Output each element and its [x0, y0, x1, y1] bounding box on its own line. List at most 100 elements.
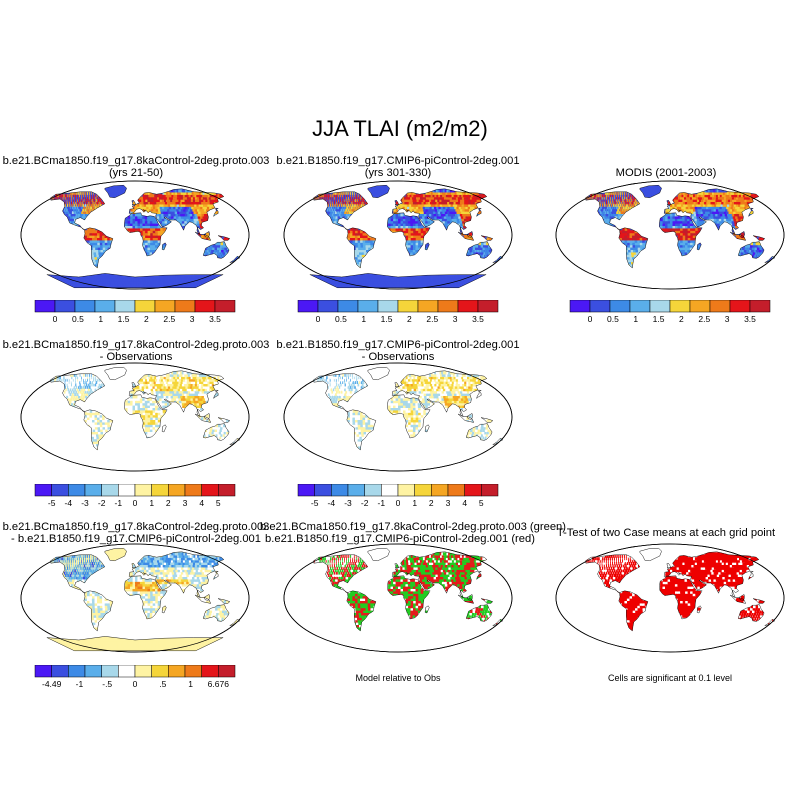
colorbar-swatch: [34, 665, 52, 678]
colorbar-swatch: [194, 300, 216, 313]
colorbar-tick-label: 1: [412, 498, 417, 508]
colorbar-tick-label: 0.5: [72, 314, 84, 324]
colorbar-tick-label: -4: [328, 498, 336, 508]
panel-title-case2: b.e21.B1850.f19_g17.CMIP6-piControl-2deg…: [276, 155, 520, 179]
colorbar-tick-label: -1: [115, 498, 123, 508]
colorbar-tick-label: 3: [183, 498, 188, 508]
colorbar-swatch: [101, 665, 119, 678]
colorbar-tick-label: 3: [725, 314, 730, 324]
colorbar-tick-label: 1: [149, 498, 154, 508]
colorbar-tick-label: 2: [166, 498, 171, 508]
colorbar-swatch: [154, 300, 176, 313]
colorbar-swatch: [94, 300, 116, 313]
colorbar-case1-minus-case2: -4.49 -1 -.5 0 .5 1 6.676: [34, 665, 236, 689]
colorbar-swatch: [337, 300, 359, 313]
map-case1-minus-obs: [20, 362, 250, 472]
colorbar-obs: 0 0.5 1 1.5 2 2.5 3 3.5: [569, 300, 771, 324]
colorbar-swatch: [689, 300, 711, 313]
colorbar-tick-label: 1.5: [118, 314, 130, 324]
colorbar-swatch: [417, 300, 439, 313]
colorbar-swatch: [118, 665, 136, 678]
colorbar-case2: 0 0.5 1 1.5 2 2.5 3 3.5: [297, 300, 499, 324]
colorbar-tick-label: 0.5: [607, 314, 619, 324]
colorbar-tick-label: 1.5: [381, 314, 393, 324]
colorbar-tick-label: 0.5: [335, 314, 347, 324]
colorbar-swatch: [709, 300, 731, 313]
figure-title: JJA TLAI (m2/m2): [312, 116, 488, 141]
colorbar-swatch: [84, 484, 102, 497]
colorbar-case1-minus-obs: -5 -4 -3 -2 -1 0 1 2 3 4 5: [34, 484, 236, 508]
colorbar-tick-label: -3: [344, 498, 352, 508]
colorbar-swatch: [589, 300, 611, 313]
colorbar-tick-label: 3: [446, 498, 451, 508]
colorbar-tick-label: -2: [98, 498, 106, 508]
colorbar-tick-label: -5: [311, 498, 319, 508]
colorbar-swatch: [317, 300, 339, 313]
colorbar-case2-minus-obs: -5 -4 -3 -2 -1 0 1 2 3 4 5: [297, 484, 499, 508]
colorbar-swatch: [218, 665, 236, 678]
colorbar-tick-label: 1: [633, 314, 638, 324]
colorbar-tick-label: 3: [190, 314, 195, 324]
colorbar-swatch: [397, 300, 419, 313]
map-case1: [20, 180, 250, 290]
panel-title-case1-minus-obs: b.e21.BCma1850.f19_g17.8kaControl-2deg.p…: [2, 339, 270, 363]
panel-title-obs: MODIS (2001-2003): [615, 167, 717, 179]
colorbar-swatch: [68, 665, 86, 678]
map-case2-minus-obs: [283, 362, 513, 472]
map-case2: [283, 180, 513, 290]
colorbar-swatch: [437, 300, 459, 313]
colorbar-tick-label: 0: [133, 498, 138, 508]
colorbar-tick-label: 2.5: [163, 314, 175, 324]
colorbar-swatch: [431, 484, 449, 497]
colorbar-tick-label: 0: [316, 314, 321, 324]
panel-title-relative: b.e21.BCma1850.f19_g17.8kaControl-2deg.p…: [260, 521, 567, 545]
colorbar-swatch: [477, 300, 499, 313]
panel-title-case2-minus-obs: b.e21.B1850.f19_g17.CMIP6-piControl-2deg…: [276, 339, 520, 363]
colorbar-swatch: [649, 300, 671, 313]
map-relative: [283, 543, 513, 653]
panel-title-case1-minus-case2: b.e21.BCma1850.f19_g17.8kaControl-2deg.p…: [2, 521, 270, 545]
colorbar-tick-label: 2: [407, 314, 412, 324]
colorbar-swatch: [134, 300, 156, 313]
colorbar-swatch: [609, 300, 631, 313]
colorbar-swatch: [68, 484, 86, 497]
colorbar-tick-label: 2: [144, 314, 149, 324]
colorbar-tick-label: 4: [199, 498, 204, 508]
colorbar-swatch: [84, 665, 102, 678]
colorbar-swatch: [168, 484, 186, 497]
colorbar-swatch: [457, 300, 479, 313]
colorbar-swatch: [34, 484, 52, 497]
colorbar-swatch: [214, 300, 236, 313]
colorbar-swatch: [414, 484, 432, 497]
coastline: [585, 184, 776, 269]
colorbar-swatch: [481, 484, 499, 497]
colorbar-swatch: [218, 484, 236, 497]
colorbar-swatch: [151, 665, 169, 678]
colorbar-swatch: [297, 484, 315, 497]
colorbar-tick-label: -1: [76, 679, 84, 689]
colorbar-swatch: [364, 484, 382, 497]
note-relative: Model relative to Obs: [355, 673, 441, 683]
colorbar-swatch: [397, 484, 415, 497]
colorbar-tick-label: 1: [98, 314, 103, 324]
colorbar-swatch: [168, 665, 186, 678]
coastline: [313, 547, 504, 632]
colorbar-tick-label: -4: [65, 498, 73, 508]
colorbar-tick-label: 6.676: [208, 679, 230, 689]
map-case1-minus-case2: [20, 543, 250, 653]
colorbar-tick-label: 0: [53, 314, 58, 324]
coastline: [313, 366, 504, 451]
colorbar-swatch: [569, 300, 591, 313]
colorbar-tick-label: 2.5: [426, 314, 438, 324]
colorbar-tick-label: 0: [396, 498, 401, 508]
colorbar-swatch: [447, 484, 465, 497]
colorbar-swatch: [51, 665, 69, 678]
colorbar-swatch: [347, 484, 365, 497]
colorbar-tick-label: 2: [429, 498, 434, 508]
note-significance: Cells are significant at 0.1 level: [607, 673, 733, 683]
colorbar-tick-label: 1.5: [653, 314, 665, 324]
colorbar-tick-label: 3.5: [472, 314, 484, 324]
colorbar-tick-label: 3.5: [744, 314, 756, 324]
colorbar-swatch: [669, 300, 691, 313]
colorbar-swatch: [34, 300, 56, 313]
